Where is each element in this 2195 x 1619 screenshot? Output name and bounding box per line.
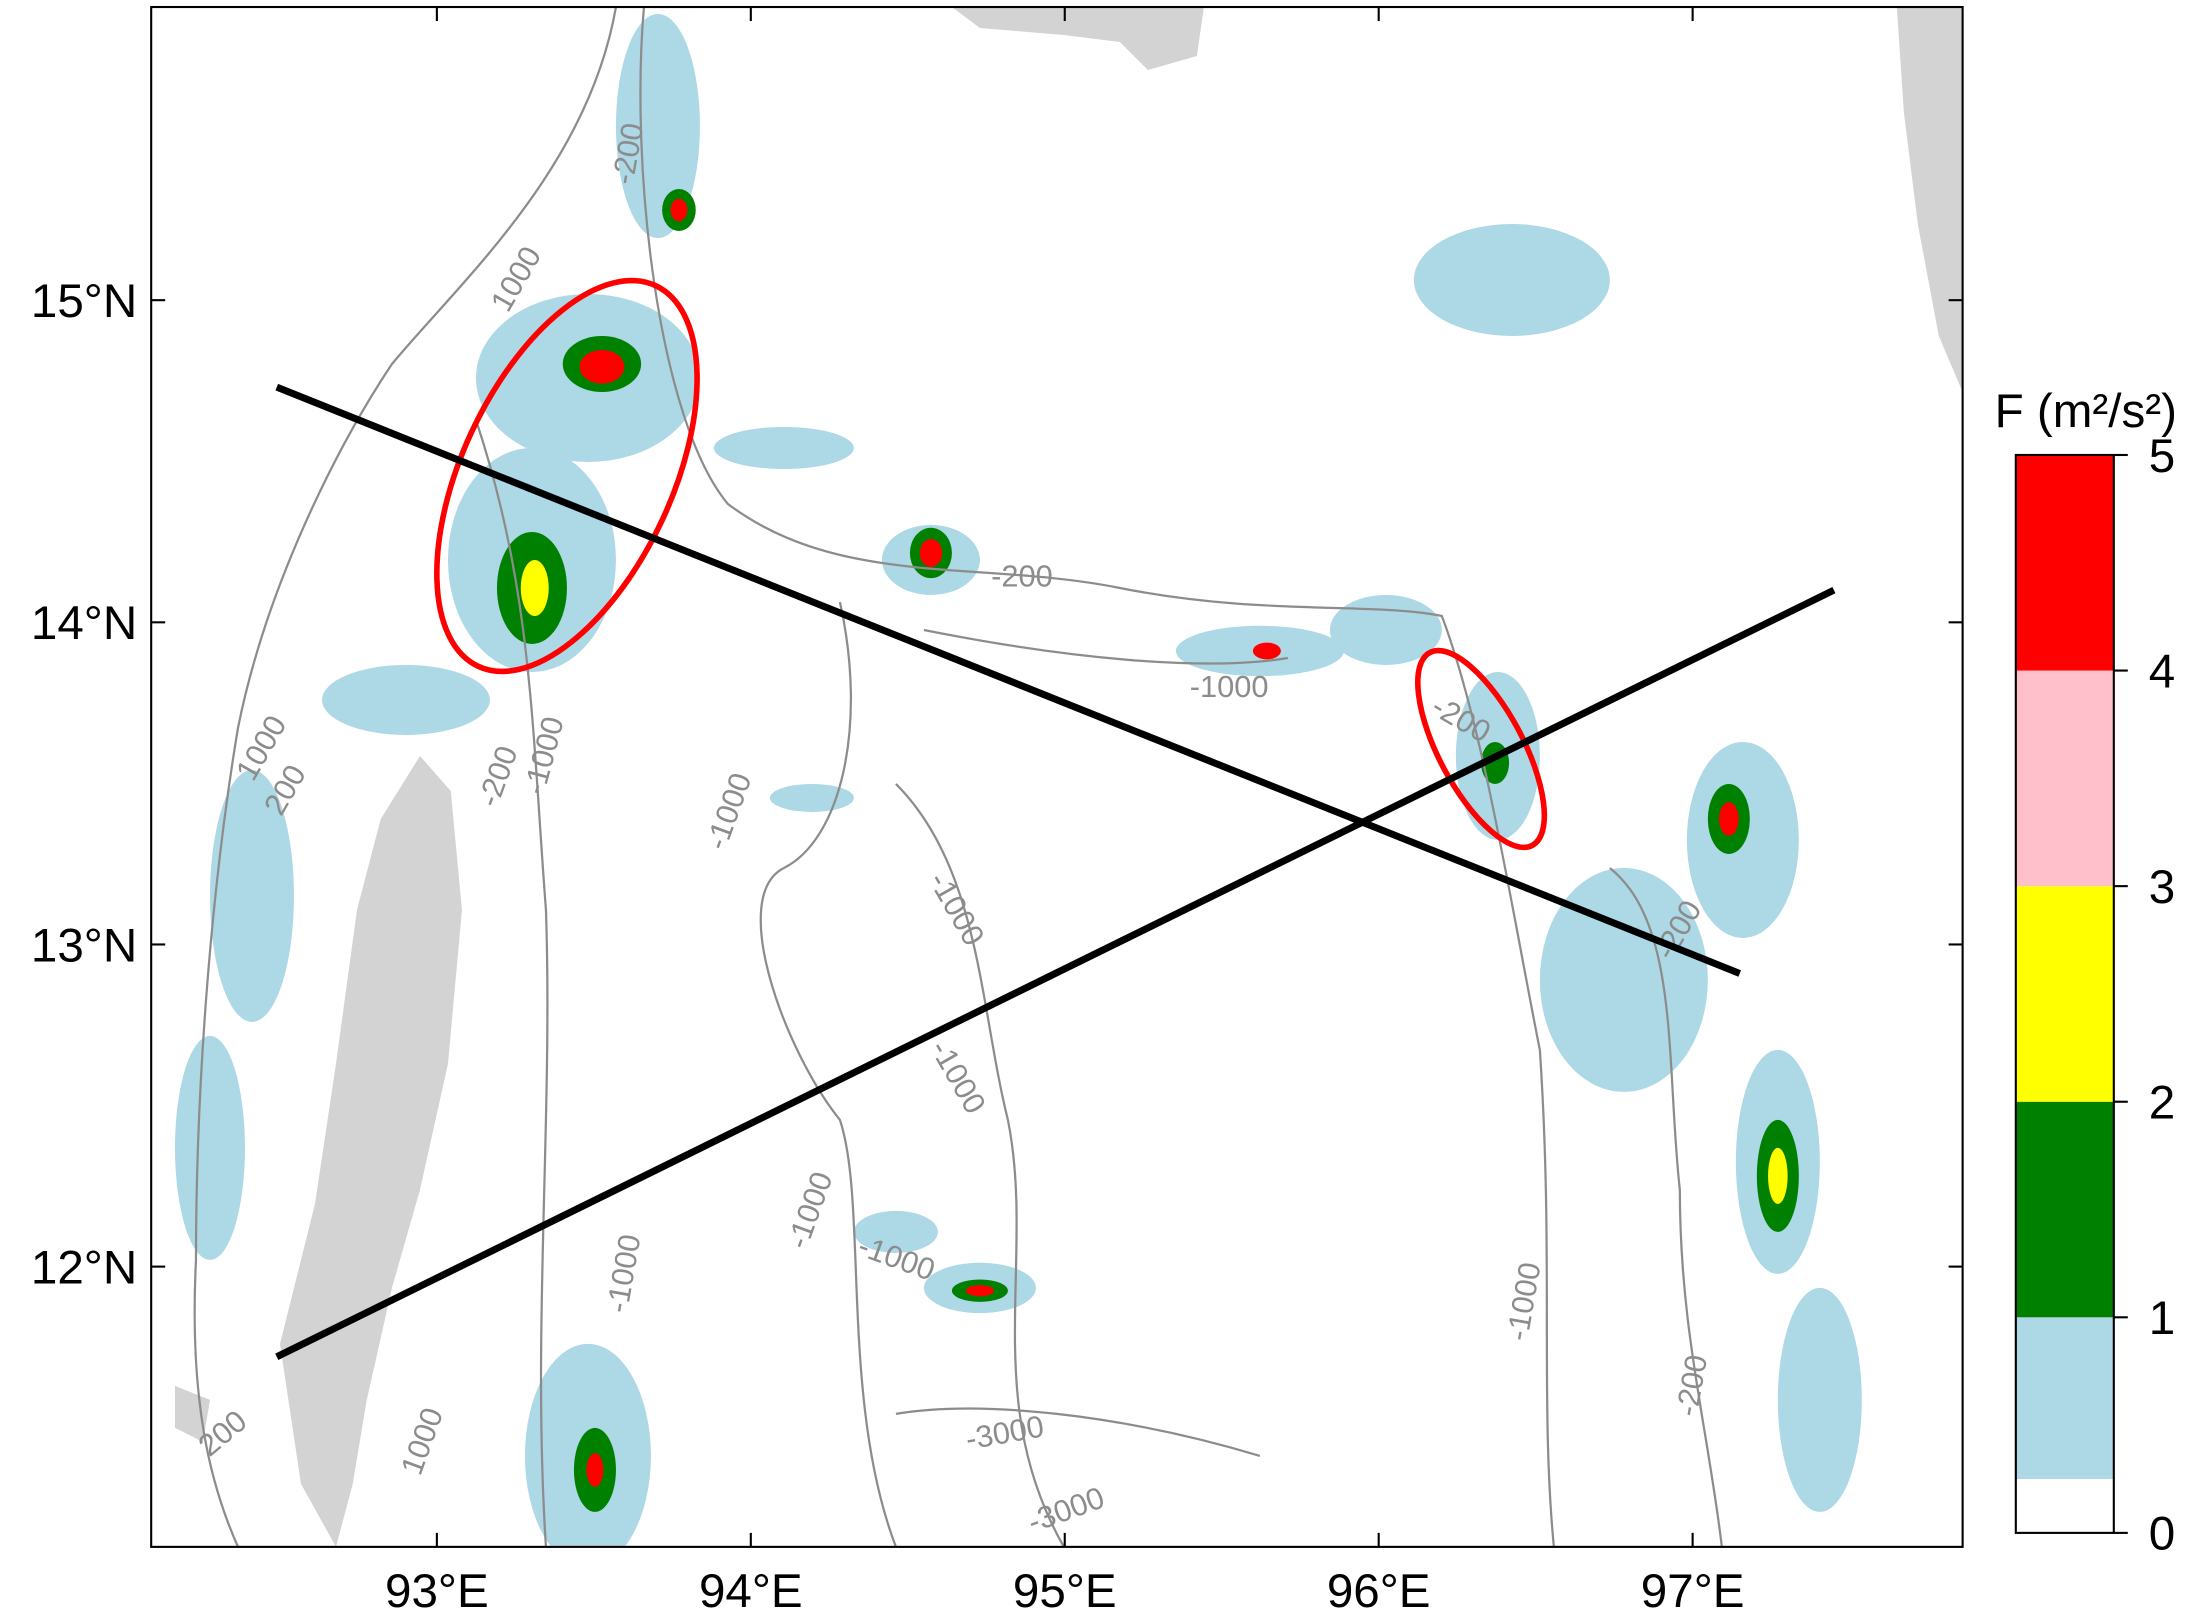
axes: 93°E 94°E 95°E 96°E 97°E 12°N 13°N 14°N 15°N [31,7,1963,1618]
land [174,7,1963,1547]
colorbar-tick-label: 2 [2149,1077,2175,1130]
colorbar-tick-label: 0 [2149,1508,2175,1561]
bathymetry-contours [193,7,1723,1547]
colorbar-segment [2015,1478,2114,1533]
y-tick-label: 14°N [31,597,137,650]
x-tick-label: 96°E [1327,1565,1431,1618]
section-line [275,383,1742,977]
colorbar-frame [2014,453,2115,1534]
highlight-ellipses [434,277,1548,851]
colorbar-tick-label: 3 [2149,861,2175,914]
x-tick-label: 97°E [1641,1565,1745,1618]
y-tick-label: 13°N [31,919,137,972]
colorbar-segment [2015,454,2114,671]
colorbar-label: F (m²/s²) [1995,385,2177,438]
colorbar-tick-label: 5 [2149,430,2175,483]
colorbar-segment [2015,1101,2114,1318]
contour-label: -1000 [1190,669,1269,704]
map-frame [150,5,1964,1548]
contour-label: -200 [991,558,1053,593]
colorbar-segment [2015,670,2114,887]
colorbar-tick-label: 1 [2149,1292,2175,1345]
colorbar: F (m²/s²) 0 1 2 3 4 5 [1995,385,2177,1561]
x-tick-label: 94°E [699,1565,803,1618]
colorbar-segment [2015,886,2114,1102]
section-line [275,586,1836,1360]
x-tick-label: 95°E [1013,1565,1117,1618]
colorbar-segment [2015,1317,2114,1479]
y-tick-label: 15°N [31,275,137,328]
flux-hotspots [496,189,1799,1512]
y-tick-label: 12°N [31,1241,137,1294]
x-tick-label: 93°E [385,1565,489,1618]
colorbar-tick-label: 4 [2149,645,2175,698]
sections [275,383,1836,1360]
